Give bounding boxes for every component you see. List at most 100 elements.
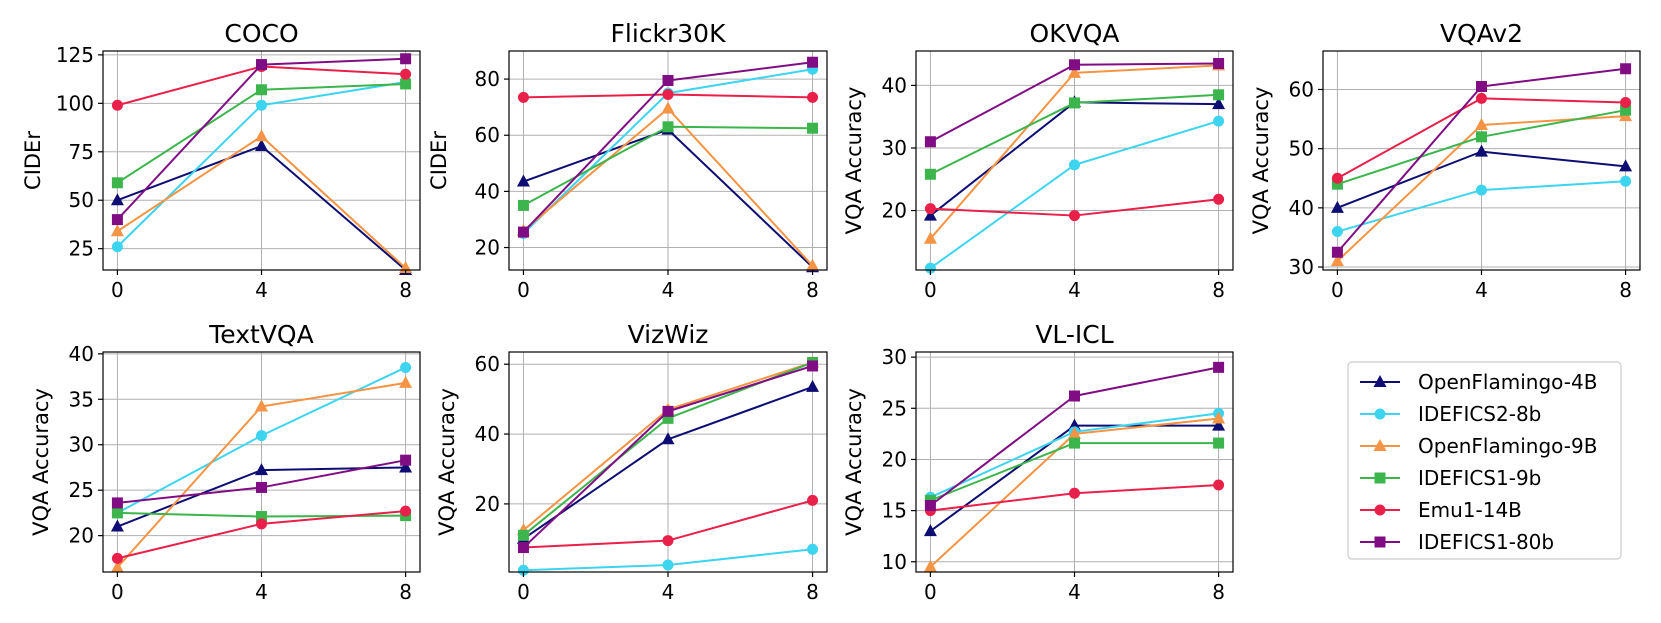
x-tick-label: 4 <box>255 580 268 604</box>
panel-title: TextVQA <box>208 320 313 349</box>
y-tick-label: 60 <box>475 352 500 376</box>
data-point <box>517 564 529 576</box>
data-point <box>923 524 937 537</box>
x-tick-label: 4 <box>1068 580 1081 604</box>
legend-label: OpenFlamingo-9B <box>1418 434 1597 458</box>
y-tick-label: 40 <box>475 422 500 446</box>
data-point <box>1069 487 1080 499</box>
y-tick-label: 75 <box>69 140 94 164</box>
data-point <box>1620 96 1632 108</box>
data-point <box>256 99 267 111</box>
legend-marker <box>1374 472 1386 484</box>
data-point <box>110 224 124 237</box>
data-point <box>255 138 268 151</box>
data-point <box>111 507 123 519</box>
data-point <box>517 226 529 238</box>
y-tick-label: 35 <box>69 387 94 411</box>
data-point <box>1476 81 1487 93</box>
data-point <box>924 499 936 511</box>
data-point <box>1069 210 1080 222</box>
data-point <box>1213 58 1225 70</box>
legend-item: OpenFlamingo-9B <box>1360 434 1597 458</box>
data-point <box>924 168 936 180</box>
data-point <box>1069 59 1080 71</box>
y-tick-label: 60 <box>475 123 500 147</box>
panel-title: COCO <box>224 19 298 48</box>
data-point <box>807 543 819 555</box>
x-tick-label: 8 <box>399 580 412 604</box>
legend-item: Emu1-14B <box>1360 498 1522 522</box>
data-point <box>111 177 123 189</box>
x-tick-label: 0 <box>924 580 937 604</box>
data-point <box>255 399 268 412</box>
data-point <box>400 361 412 373</box>
data-point <box>1331 246 1343 258</box>
y-tick-label: 30 <box>1289 255 1314 279</box>
data-point <box>1213 193 1225 205</box>
data-point <box>1330 200 1344 213</box>
x-tick-label: 4 <box>1475 278 1488 302</box>
y-tick-label: 125 <box>56 43 94 67</box>
x-tick-label: 8 <box>1212 278 1225 302</box>
y-tick-label: 40 <box>882 73 907 97</box>
data-point <box>1330 254 1344 267</box>
legend-label: OpenFlamingo-4B <box>1418 370 1597 394</box>
legend-box <box>1347 361 1622 560</box>
data-point <box>807 91 819 103</box>
data-point <box>1475 144 1488 157</box>
data-point <box>807 360 819 372</box>
data-point <box>517 199 529 211</box>
data-point <box>661 101 675 114</box>
data-point <box>1069 390 1080 402</box>
data-point <box>1069 437 1080 449</box>
data-point <box>111 241 123 253</box>
y-tick-label: 40 <box>475 179 500 203</box>
legend-item: IDEFICS2-8b <box>1360 402 1541 426</box>
data-point <box>256 511 267 523</box>
x-tick-label: 0 <box>1331 278 1344 302</box>
data-point <box>662 74 674 86</box>
data-point <box>807 122 819 134</box>
data-point <box>399 375 413 388</box>
x-tick-label: 4 <box>662 278 675 302</box>
panel-title: Flickr30K <box>611 19 727 48</box>
data-point <box>111 99 123 111</box>
data-point <box>1213 361 1225 373</box>
legend-label: Emu1-14B <box>1418 498 1522 522</box>
data-point <box>1331 172 1343 184</box>
data-point <box>1620 175 1632 187</box>
x-tick-label: 8 <box>1212 580 1225 604</box>
x-tick-label: 4 <box>1068 278 1081 302</box>
data-point <box>662 89 674 101</box>
legend-label: IDEFICS2-8b <box>1418 402 1541 426</box>
data-point <box>1212 97 1226 110</box>
legend-item: OpenFlamingo-4B <box>1360 370 1597 394</box>
data-point <box>517 542 529 554</box>
y-tick-label: 20 <box>69 524 94 548</box>
data-point <box>924 203 936 215</box>
data-point <box>1476 184 1487 196</box>
data-point <box>517 529 529 541</box>
data-point <box>1213 437 1225 449</box>
panel-title: VizWiz <box>628 320 709 349</box>
panel-title: VL-ICL <box>1035 320 1113 349</box>
data-point <box>256 430 267 442</box>
data-point <box>661 432 675 445</box>
data-point <box>923 559 937 572</box>
legend-item: IDEFICS1-9b <box>1360 466 1541 490</box>
data-point <box>1620 104 1632 116</box>
legend: OpenFlamingo-4B IDEFICS2-8b OpenFlamingo-9… <box>1347 361 1622 560</box>
x-tick-label: 0 <box>111 580 124 604</box>
data-point <box>1476 92 1487 104</box>
data-point <box>255 129 268 142</box>
legend-marker <box>1374 536 1386 548</box>
data-point <box>662 535 674 547</box>
x-tick-label: 4 <box>255 278 268 302</box>
y-tick-label: 20 <box>475 492 500 516</box>
data-point <box>1619 159 1633 172</box>
data-point <box>256 84 267 96</box>
data-point <box>1213 479 1225 491</box>
data-point <box>924 136 936 148</box>
y-tick-label: 100 <box>56 91 94 115</box>
